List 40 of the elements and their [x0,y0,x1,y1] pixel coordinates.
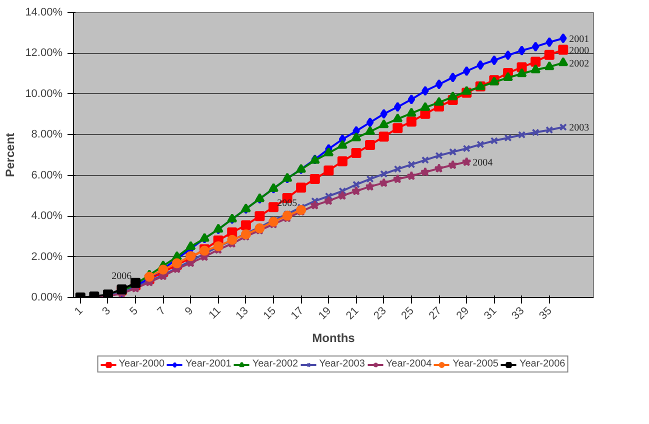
x-tick-label: 1 [72,304,86,318]
x-tick-label: 33 [510,304,527,322]
annotation: 2002 [569,58,590,70]
y-tick-label: 8.00% [31,128,63,141]
legend-label: Year-2003 [319,358,365,370]
y-tick-label: 10.00% [25,88,63,100]
annotation: 2003 [569,122,590,134]
y-tick-label: 2.00% [31,250,63,263]
y-tick-label: 12.00% [25,47,63,60]
x-tick-label: 11 [206,304,224,322]
y-tick-label: 0.00% [31,292,63,304]
y-axis-title: Percent [3,132,18,178]
x-tick-label: 29 [454,304,472,322]
annotation: 2006 [112,270,132,282]
x-tick-label: 5 [128,304,141,318]
y-tick-label: 4.00% [31,210,63,222]
annotation: 2004 [472,157,493,168]
annotation: 2001 [569,34,590,45]
x-tick-label: 27 [426,304,444,322]
legend-label: Year-2004 [386,358,432,370]
legend-label: Year-2002 [252,358,298,370]
x-tick-label: 35 [537,304,554,322]
x-tick-label: 25 [399,304,416,322]
x-tick-label: 15 [261,304,278,322]
x-tick-label: 13 [234,304,251,322]
y-tick-label: 6.00% [31,169,63,182]
x-tick-label: 19 [316,304,334,322]
x-tick-label: 31 [482,304,500,322]
x-tick-label: 23 [372,304,389,322]
legend-label: Year-2005 [452,358,498,370]
x-tick-label: 17 [288,304,306,322]
x-tick-label: 21 [344,304,362,322]
x-tick-label: 9 [182,304,196,318]
x-tick-label: 3 [100,304,113,318]
legend-label: Year-2006 [519,358,566,370]
legend-label: Year-2000 [118,358,165,370]
y-tick-label: 14.00% [25,6,63,18]
x-axis-title: Months [312,330,356,345]
legend-label: Year-2001 [186,358,232,370]
x-tick-label: 7 [155,304,168,318]
